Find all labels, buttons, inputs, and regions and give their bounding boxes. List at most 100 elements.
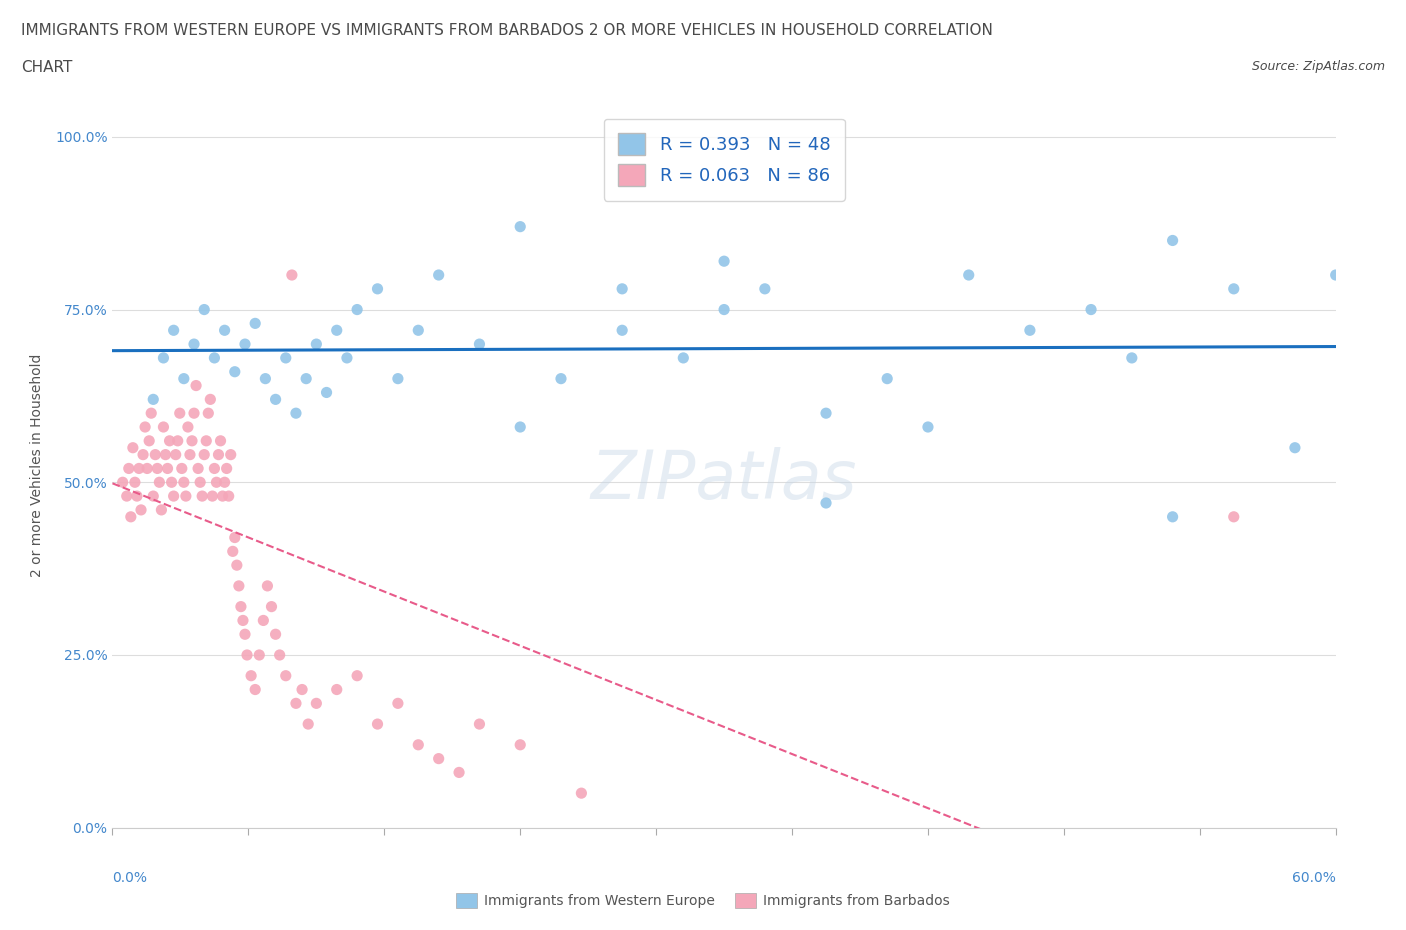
Point <box>142 392 165 406</box>
Point <box>181 433 204 448</box>
Point <box>156 461 179 476</box>
Point <box>115 488 138 503</box>
Point <box>138 433 160 448</box>
Point <box>111 475 134 490</box>
Text: ZIPatlas: ZIPatlas <box>591 446 858 512</box>
Point <box>291 682 314 697</box>
Point <box>174 488 197 503</box>
Point <box>252 613 274 628</box>
Point <box>305 696 328 711</box>
Point <box>193 447 215 462</box>
Point <box>187 461 209 476</box>
Point <box>207 447 229 462</box>
Point <box>142 488 165 503</box>
Point <box>188 475 211 490</box>
Point <box>245 316 267 331</box>
Point <box>160 475 183 490</box>
Point <box>229 599 252 614</box>
Text: 60.0%: 60.0% <box>1292 871 1336 885</box>
Point <box>366 717 388 732</box>
Point <box>163 323 186 338</box>
Point <box>214 323 236 338</box>
Point <box>169 405 191 420</box>
Point <box>173 475 195 490</box>
Point <box>509 737 531 752</box>
Point <box>672 351 695 365</box>
Point <box>427 751 450 766</box>
Point <box>148 475 170 490</box>
Point <box>159 433 181 448</box>
Point <box>295 371 318 386</box>
Point <box>269 647 291 662</box>
Point <box>274 351 297 365</box>
Point <box>173 371 195 386</box>
Point <box>219 447 242 462</box>
Point <box>427 268 450 283</box>
Point <box>468 717 491 732</box>
Legend: Immigrants from Western Europe, Immigrants from Barbados: Immigrants from Western Europe, Immigran… <box>450 888 956 914</box>
Point <box>155 447 177 462</box>
Point <box>815 496 838 511</box>
Point <box>1324 268 1347 283</box>
Point <box>136 461 159 476</box>
Point <box>170 461 193 476</box>
Point <box>264 392 287 406</box>
Point <box>128 461 150 476</box>
Y-axis label: 2 or more Vehicles in Household: 2 or more Vehicles in Household <box>30 353 44 577</box>
Point <box>468 337 491 352</box>
Point <box>204 461 226 476</box>
Point <box>1018 323 1040 338</box>
Point <box>1161 233 1184 248</box>
Point <box>610 282 633 297</box>
Point <box>326 682 349 697</box>
Point <box>183 337 205 352</box>
Point <box>254 371 277 386</box>
Point <box>387 371 409 386</box>
Point <box>183 405 205 420</box>
Point <box>233 627 256 642</box>
Point <box>166 433 188 448</box>
Point <box>195 433 218 448</box>
Point <box>713 254 735 269</box>
Point <box>247 647 270 662</box>
Point <box>387 696 409 711</box>
Point <box>200 392 222 406</box>
Point <box>326 323 349 338</box>
Point <box>550 371 572 386</box>
Point <box>447 765 470 780</box>
Point <box>124 475 146 490</box>
Point <box>236 647 259 662</box>
Point <box>815 405 838 420</box>
Point <box>132 447 155 462</box>
Point <box>346 302 368 317</box>
Point <box>315 385 337 400</box>
Point <box>204 351 226 365</box>
Legend: R = 0.393   N = 48, R = 0.063   N = 86: R = 0.393 N = 48, R = 0.063 N = 86 <box>603 119 845 201</box>
Point <box>1161 510 1184 525</box>
Point <box>256 578 278 593</box>
Text: 0.0%: 0.0% <box>112 871 148 885</box>
Point <box>876 371 898 386</box>
Point <box>1080 302 1102 317</box>
Point <box>141 405 163 420</box>
Point <box>225 558 247 573</box>
Point <box>917 419 939 434</box>
Point <box>281 268 304 283</box>
Point <box>218 488 240 503</box>
Point <box>366 282 388 297</box>
Point <box>211 488 233 503</box>
Point <box>754 282 776 297</box>
Point <box>240 669 263 684</box>
Point <box>571 786 593 801</box>
Point <box>125 488 148 503</box>
Point <box>214 475 236 490</box>
Point <box>120 510 142 525</box>
Point <box>245 682 267 697</box>
Point <box>1223 510 1246 525</box>
Point <box>163 488 186 503</box>
Point <box>146 461 169 476</box>
Point <box>346 669 368 684</box>
Point <box>260 599 283 614</box>
Point <box>264 627 287 642</box>
Point <box>408 323 430 338</box>
